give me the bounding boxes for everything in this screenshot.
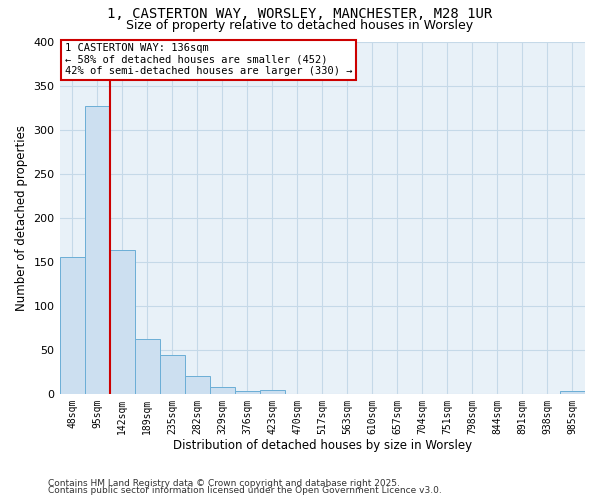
Text: Contains HM Land Registry data © Crown copyright and database right 2025.: Contains HM Land Registry data © Crown c…	[48, 478, 400, 488]
Bar	[160, 355, 185, 394]
Bar	[260, 390, 285, 394]
Bar	[560, 391, 585, 394]
Bar	[209, 387, 235, 394]
Text: 1 CASTERTON WAY: 136sqm
← 58% of detached houses are smaller (452)
42% of semi-d: 1 CASTERTON WAY: 136sqm ← 58% of detache…	[65, 44, 352, 76]
Bar	[59, 258, 85, 394]
Bar	[85, 106, 110, 394]
Text: Size of property relative to detached houses in Worsley: Size of property relative to detached ho…	[127, 18, 473, 32]
Bar	[235, 391, 260, 394]
Bar	[185, 376, 209, 394]
X-axis label: Distribution of detached houses by size in Worsley: Distribution of detached houses by size …	[173, 440, 472, 452]
Bar	[134, 339, 160, 394]
Y-axis label: Number of detached properties: Number of detached properties	[15, 124, 28, 310]
Bar	[110, 250, 134, 394]
Text: Contains public sector information licensed under the Open Government Licence v3: Contains public sector information licen…	[48, 486, 442, 495]
Text: 1, CASTERTON WAY, WORSLEY, MANCHESTER, M28 1UR: 1, CASTERTON WAY, WORSLEY, MANCHESTER, M…	[107, 8, 493, 22]
